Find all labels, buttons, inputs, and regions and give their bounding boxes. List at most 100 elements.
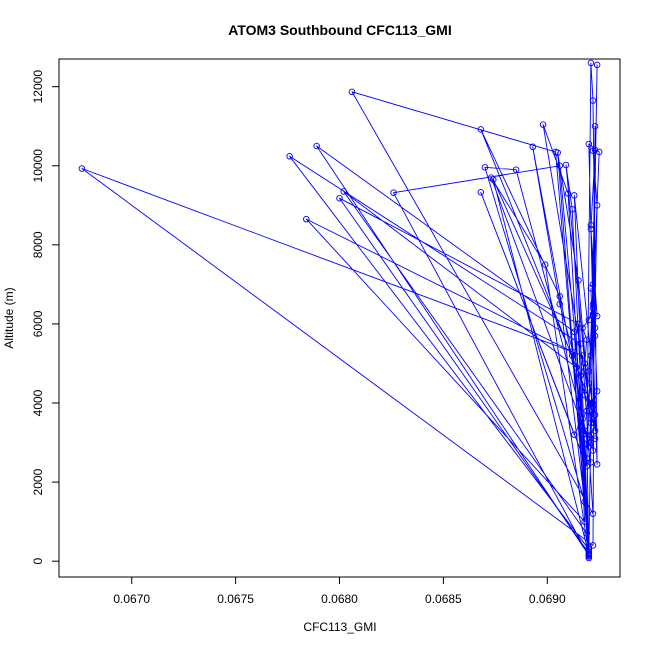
y-tick-label: 10000 (31, 149, 45, 183)
data-point (585, 443, 593, 450)
data-point (581, 518, 588, 525)
data-point (589, 510, 597, 517)
data-point (583, 530, 591, 537)
data-point (587, 419, 595, 427)
data-point (556, 300, 563, 308)
data-point (575, 320, 582, 328)
data-point (583, 463, 591, 470)
data-point (587, 352, 595, 359)
data-point (587, 59, 595, 67)
data-point (595, 148, 603, 156)
data-point (539, 121, 547, 128)
data-point (585, 554, 593, 562)
data-point (585, 316, 593, 324)
data-point (591, 411, 599, 419)
data-point (575, 277, 582, 284)
data-point (541, 261, 549, 268)
data-point (585, 368, 593, 375)
data-point (585, 548, 593, 555)
data-point (589, 399, 597, 407)
data-point (589, 97, 597, 104)
data-point (78, 165, 86, 172)
data-point (589, 340, 597, 347)
data-point (481, 164, 489, 171)
x-axis-label: CFC113_GMI (303, 620, 376, 634)
data-point (529, 143, 536, 151)
data-point (591, 324, 599, 332)
chart-title: ATOM3 Southbound CFC113_GMI (228, 22, 452, 38)
data-point (581, 427, 588, 434)
data-point (571, 328, 578, 336)
data-point (587, 439, 595, 446)
data-point (587, 459, 595, 466)
data-point (581, 360, 588, 367)
data-point (583, 435, 591, 442)
data-point (562, 161, 570, 169)
data-point (585, 544, 593, 551)
data-point (579, 415, 586, 423)
data-point (587, 399, 595, 407)
data-point (568, 348, 576, 355)
x-tick-label: 0.0675 (217, 592, 254, 606)
y-tick-label: 8000 (31, 231, 45, 258)
series-line (81, 62, 600, 559)
data-point (340, 188, 347, 195)
data-point (577, 340, 584, 347)
data-point (579, 383, 586, 391)
data-point (585, 140, 593, 148)
data-point (591, 122, 599, 130)
data-point (589, 403, 597, 411)
data-point (589, 419, 597, 427)
data-point (512, 166, 520, 173)
data-point (568, 206, 576, 213)
data-point (585, 439, 593, 446)
y-tick-label: 12000 (31, 70, 45, 104)
data-point (587, 285, 595, 292)
data-point (589, 281, 597, 288)
data-point (577, 372, 584, 379)
data-point (571, 431, 578, 438)
data-point (589, 542, 597, 549)
x-tick-label: 0.0670 (113, 592, 150, 606)
data-point (593, 461, 601, 468)
data-point (564, 190, 572, 197)
data-point (589, 147, 597, 154)
data-point (577, 423, 584, 430)
data-point (591, 427, 599, 434)
data-point (554, 149, 561, 156)
data-point (303, 215, 310, 223)
x-tick-label: 0.0685 (425, 592, 462, 606)
data-point (593, 61, 601, 69)
data-point (571, 192, 578, 199)
y-axis: 0 2000 4000 6000 8000 10000 12000 (31, 70, 60, 565)
data-point (487, 174, 495, 181)
data-point (587, 431, 595, 438)
data-point (593, 312, 601, 320)
data-point (585, 552, 593, 559)
data-point (581, 391, 588, 399)
data-point (583, 336, 591, 343)
data-point (556, 162, 563, 170)
data-point (587, 221, 595, 229)
data-point (585, 379, 593, 387)
y-tick-label: 2000 (31, 468, 45, 495)
data-point (579, 324, 586, 332)
data-point (589, 447, 597, 454)
data-point (583, 455, 591, 462)
data-point (589, 304, 597, 312)
data-point (490, 176, 497, 183)
data-point (556, 293, 563, 300)
data-point (593, 202, 601, 209)
x-tick-label: 0.0690 (529, 592, 566, 606)
data-point (336, 194, 343, 202)
data-point (477, 189, 485, 196)
series-layer (78, 59, 603, 562)
x-tick-label: 0.0680 (321, 592, 358, 606)
data-point (589, 300, 597, 308)
x-axis: 0.0670 0.0675 0.0680 0.0685 0.0690 (113, 576, 566, 606)
data-point (581, 498, 588, 506)
data-point (591, 435, 599, 442)
y-tick-label: 6000 (31, 310, 45, 337)
data-point (583, 407, 591, 415)
